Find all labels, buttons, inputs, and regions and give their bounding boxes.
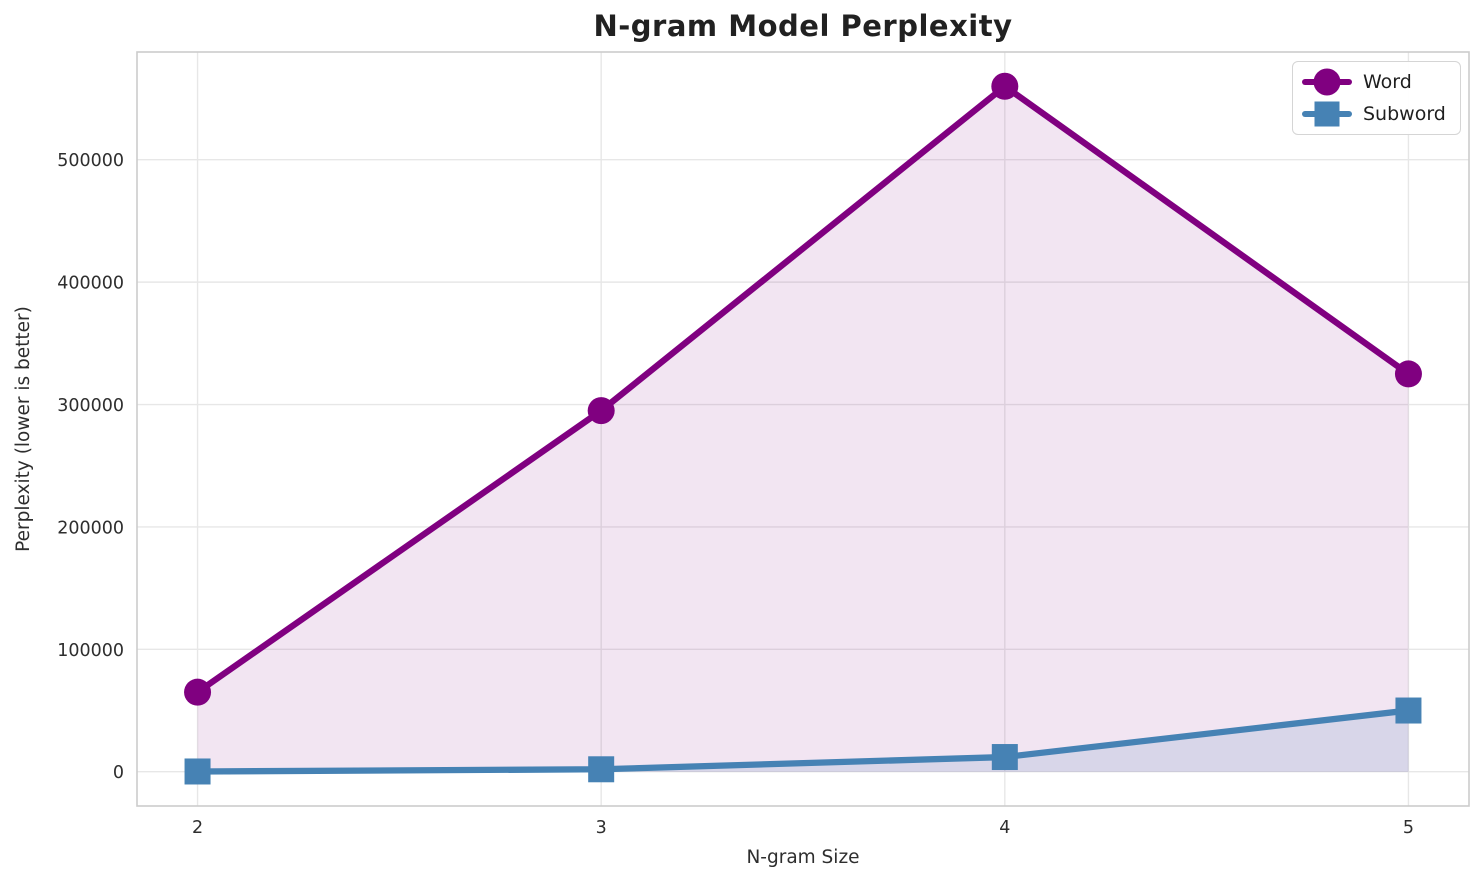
data-point-subword [588,756,615,783]
y-tick-label: 300000 [57,396,124,416]
y-tick-label: 0 [113,763,124,783]
legend: Word Subword [1292,61,1461,135]
y-tick-label: 400000 [57,274,124,294]
y-tick-label: 200000 [57,518,124,538]
x-axis-label: N-gram Size [746,847,860,868]
y-tick-label: 100000 [57,641,124,661]
axes-frame [136,51,1470,807]
legend-item-word: Word [1302,66,1446,98]
line-subword [194,707,1412,775]
data-point-word [184,678,212,706]
word-marker-swatch [1313,68,1341,96]
data-point-subword [1395,697,1422,724]
line-word [194,83,1412,696]
data-point-subword [184,758,211,785]
x-tick-label: 3 [596,818,607,838]
data-point-subword [991,744,1018,771]
data-point-word [1394,360,1422,388]
x-tick-label: 5 [1403,818,1414,838]
legend-label-subword: Subword [1363,103,1446,125]
area-fill-word [197,86,1409,772]
legend-item-subword: Subword [1302,98,1446,130]
word-circle-marker-icon [1302,67,1352,97]
y-axis-label: Perplexity (lower is better) [13,306,34,552]
subword-square-marker-icon [1302,99,1352,129]
x-tick-label: 2 [192,818,203,838]
x-tick-label: 4 [999,818,1010,838]
legend-label-word: Word [1363,71,1412,93]
area-fill-subword [197,710,1409,772]
data-point-word [991,72,1019,100]
subword-marker-swatch [1314,101,1340,127]
y-tick-label: 500000 [57,151,124,171]
chart-title: N-gram Model Perplexity [593,9,1013,43]
data-point-word [587,397,615,425]
